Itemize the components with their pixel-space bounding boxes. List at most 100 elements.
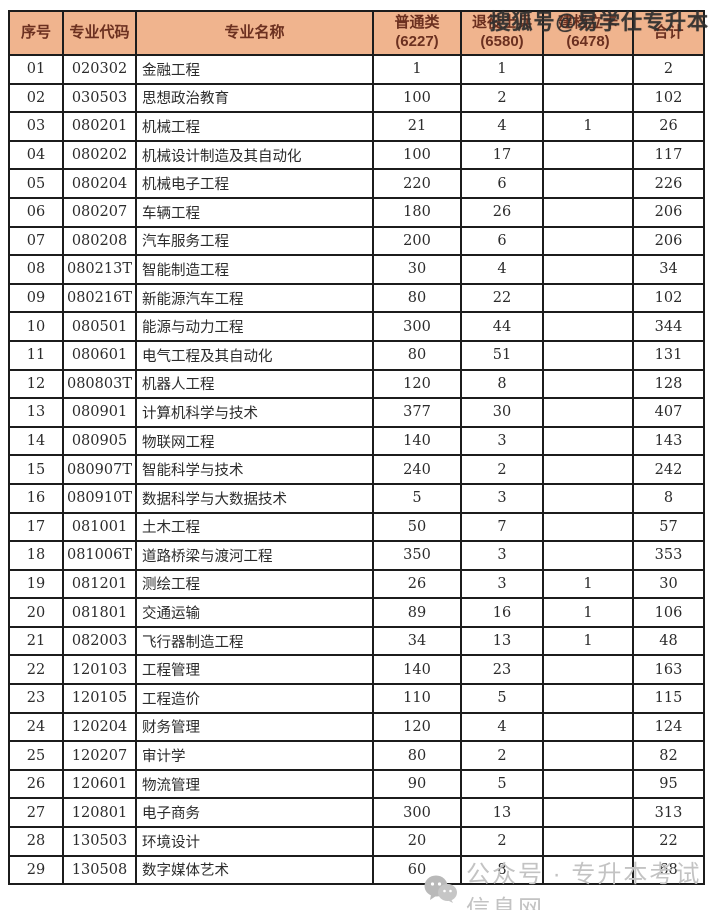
- cell-major-code: 082003: [62, 625, 137, 657]
- cell-total: 242: [632, 454, 705, 485]
- cell-veterans-count: 13: [460, 625, 544, 657]
- table-row: 02 030503 思想政治教育 100 2 102: [8, 82, 705, 114]
- header-major-name: 专业名称: [135, 10, 374, 56]
- table-body: 01 020302 金融工程 1 1 2 02 030503 思想政治教育 10…: [8, 54, 705, 886]
- cell-major-name: 测绘工程: [135, 568, 374, 600]
- cell-regular-count: 140: [372, 425, 462, 457]
- cell-major-code: 080901: [62, 397, 137, 428]
- cell-total: 68: [632, 854, 705, 886]
- cell-serial: 26: [8, 768, 64, 800]
- cell-regular-count: 140: [372, 654, 462, 686]
- cell-poverty-count: [542, 368, 634, 400]
- header-label: 专业代码: [69, 23, 130, 41]
- cell-major-name: 新能源汽车工程: [135, 282, 374, 314]
- cell-regular-count: 300: [372, 797, 462, 829]
- cell-total: 26: [632, 111, 705, 142]
- cell-veterans-count: 7: [460, 511, 544, 543]
- cell-serial: 02: [8, 82, 64, 114]
- cell-regular-count: 240: [372, 454, 462, 485]
- header-label: 合计: [653, 23, 684, 41]
- cell-serial: 22: [8, 654, 64, 686]
- enrollment-plan-table: 序号 专业代码 专业名称 普通类 (6227) 退役士兵 (6580) 建档立卡: [8, 10, 705, 886]
- table-row: 22 120103 工程管理 140 23 163: [8, 654, 705, 686]
- cell-serial: 23: [8, 683, 64, 714]
- cell-poverty-count: 1: [542, 111, 634, 142]
- cell-major-name: 物流管理: [135, 768, 374, 800]
- cell-veterans-count: 2: [460, 82, 544, 114]
- table-row: 04 080202 机械设计制造及其自动化 100 17 117: [8, 139, 705, 171]
- cell-total: 143: [632, 425, 705, 457]
- cell-poverty-count: 1: [542, 597, 634, 628]
- header-code: (6227): [395, 33, 439, 50]
- table-row: 17 081001 土木工程 50 7 57: [8, 511, 705, 543]
- cell-poverty-count: [542, 768, 634, 800]
- header-serial: 序号: [8, 10, 64, 56]
- cell-poverty-count: [542, 797, 634, 829]
- cell-major-name: 思想政治教育: [135, 82, 374, 114]
- header-label: 退役士兵: [471, 14, 532, 32]
- cell-serial: 29: [8, 854, 64, 886]
- cell-veterans-count: 5: [460, 683, 544, 714]
- cell-poverty-count: [542, 282, 634, 314]
- cell-serial: 27: [8, 797, 64, 829]
- table-row: 24 120204 财务管理 120 4 124: [8, 711, 705, 743]
- cell-regular-count: 300: [372, 311, 462, 342]
- cell-veterans-count: 1: [460, 54, 544, 85]
- cell-major-name: 金融工程: [135, 54, 374, 85]
- cell-major-name: 工程管理: [135, 654, 374, 686]
- cell-serial: 15: [8, 454, 64, 485]
- cell-major-name: 数字媒体艺术: [135, 854, 374, 886]
- header-total: 合计: [632, 10, 705, 56]
- cell-poverty-count: 1: [542, 568, 634, 600]
- table-row: 12 080803T 机器人工程 120 8 128: [8, 368, 705, 400]
- cell-serial: 08: [8, 254, 64, 285]
- cell-major-code: 080803T: [62, 368, 137, 400]
- cell-veterans-count: 22: [460, 282, 544, 314]
- cell-major-name: 交通运输: [135, 597, 374, 628]
- cell-poverty-count: [542, 82, 634, 114]
- bottom-watermark-text: 公众号 · 专升本考试信息网: [466, 861, 702, 910]
- cell-major-code: 081006T: [62, 540, 137, 571]
- cell-veterans-count: 23: [460, 654, 544, 686]
- cell-serial: 03: [8, 111, 64, 142]
- table-row: 05 080204 机械电子工程 220 6 226: [8, 168, 705, 199]
- cell-veterans-count: 8: [460, 854, 544, 886]
- cell-major-name: 环境设计: [135, 826, 374, 857]
- cell-total: 82: [632, 740, 705, 771]
- header-label: 序号: [20, 23, 51, 41]
- cell-total: 117: [632, 139, 705, 171]
- cell-poverty-count: [542, 511, 634, 543]
- cell-total: 353: [632, 540, 705, 571]
- table-row: 15 080907T 智能科学与技术 240 2 242: [8, 454, 705, 485]
- cell-total: 102: [632, 282, 705, 314]
- cell-total: 2: [632, 54, 705, 85]
- cell-poverty-count: [542, 482, 634, 514]
- cell-regular-count: 5: [372, 482, 462, 514]
- table-row: 27 120801 电子商务 300 13 313: [8, 797, 705, 829]
- cell-regular-count: 180: [372, 196, 462, 228]
- cell-serial: 19: [8, 568, 64, 600]
- cell-regular-count: 110: [372, 683, 462, 714]
- cell-major-name: 机械工程: [135, 111, 374, 142]
- cell-poverty-count: [542, 854, 634, 886]
- cell-major-code: 120204: [62, 711, 137, 743]
- cell-total: 95: [632, 768, 705, 800]
- table-row: 21 082003 飞行器制造工程 34 13 1 48: [8, 625, 705, 657]
- cell-poverty-count: [542, 711, 634, 743]
- cell-serial: 09: [8, 282, 64, 314]
- cell-major-code: 081201: [62, 568, 137, 600]
- cell-serial: 06: [8, 196, 64, 228]
- cell-veterans-count: 16: [460, 597, 544, 628]
- cell-regular-count: 60: [372, 854, 462, 886]
- cell-veterans-count: 2: [460, 454, 544, 485]
- cell-regular-count: 30: [372, 254, 462, 285]
- cell-serial: 05: [8, 168, 64, 199]
- cell-regular-count: 34: [372, 625, 462, 657]
- cell-veterans-count: 51: [460, 339, 544, 371]
- cell-major-code: 080910T: [62, 482, 137, 514]
- cell-total: 124: [632, 711, 705, 743]
- cell-veterans-count: 3: [460, 540, 544, 571]
- cell-veterans-count: 3: [460, 425, 544, 457]
- cell-major-code: 080501: [62, 311, 137, 342]
- cell-veterans-count: 3: [460, 482, 544, 514]
